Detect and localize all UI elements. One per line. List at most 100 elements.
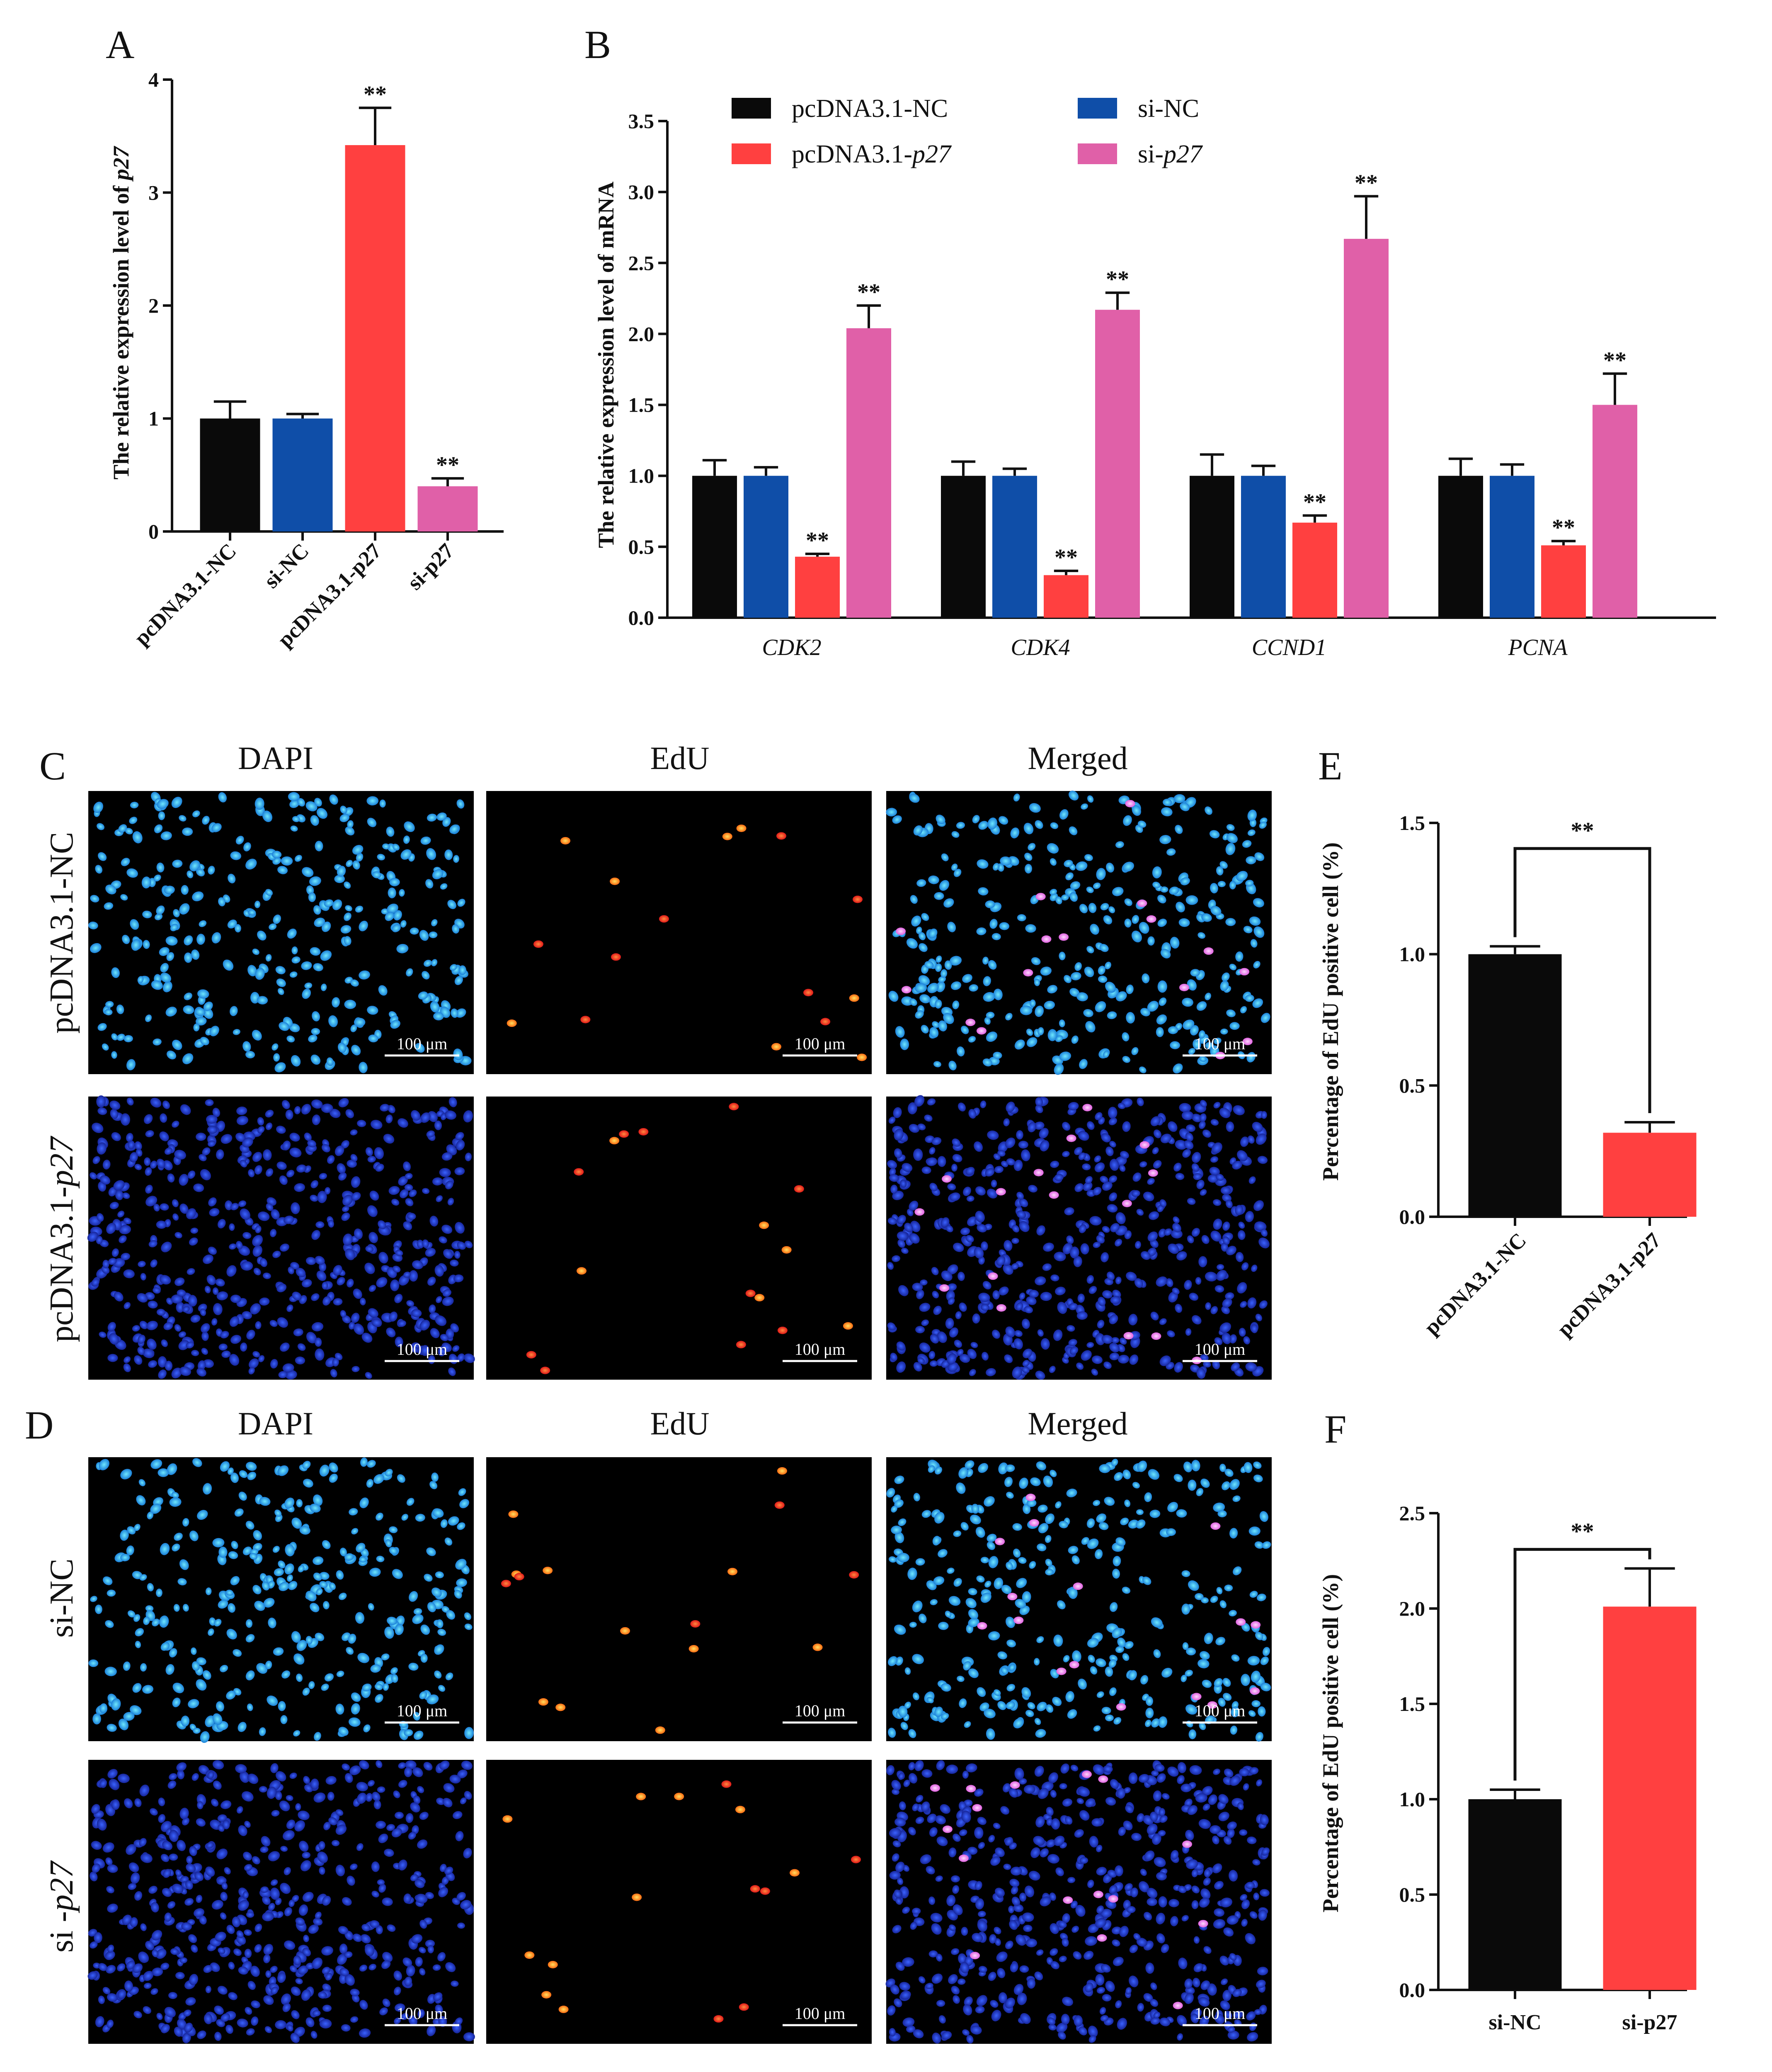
- nucleus: [1123, 815, 1132, 826]
- nucleus: [1066, 1488, 1077, 1497]
- nucleus: [1025, 1710, 1034, 1717]
- chart-e-significance-bracket: [1513, 847, 1651, 1113]
- nucleus: [419, 1968, 426, 1976]
- nucleus: [353, 1323, 364, 1335]
- nucleus: [1154, 1857, 1166, 1867]
- nucleus: [404, 1766, 412, 1777]
- nucleus: [1094, 1155, 1101, 1162]
- nucleus: [1057, 1600, 1066, 1609]
- nucleus: [344, 912, 351, 921]
- nucleus: [158, 1814, 166, 1823]
- nucleus: [1164, 1228, 1172, 1236]
- nucleus: [303, 1776, 310, 1784]
- nucleus: [425, 879, 434, 889]
- nucleus: [970, 2025, 982, 2035]
- nucleus: [1192, 1977, 1200, 1987]
- nucleus: [427, 1276, 436, 1286]
- nucleus: [1181, 1674, 1187, 1682]
- nucleus: [999, 1286, 1009, 1296]
- nucleus: [302, 988, 311, 999]
- nucleus: [1108, 1117, 1117, 1126]
- edu-positive-nucleus: [857, 1053, 867, 1061]
- nucleus: [262, 1896, 271, 1905]
- nucleus: [194, 1007, 206, 1017]
- nucleus: [1150, 1999, 1159, 2007]
- edu-positive-nucleus: [771, 1043, 781, 1051]
- nucleus: [229, 1354, 240, 1366]
- nucleus: [257, 996, 268, 1004]
- nucleus: [124, 1798, 133, 1808]
- nucleus: [1001, 1667, 1008, 1675]
- nucleus: [1108, 1175, 1117, 1183]
- nucleus: [419, 930, 429, 941]
- nucleus: [347, 1160, 357, 1168]
- edu-positive-nucleus: [1108, 1895, 1118, 1903]
- nucleus: [377, 1879, 385, 1885]
- nucleus: [400, 2013, 409, 2020]
- nucleus: [427, 813, 437, 822]
- nucleus: [368, 1232, 378, 1243]
- nucleus: [173, 1604, 180, 1612]
- nucleus: [1152, 866, 1162, 878]
- nucleus: [1253, 1892, 1260, 1900]
- nucleus: [1054, 1835, 1065, 1846]
- nucleus: [956, 822, 965, 829]
- nucleus: [1033, 1836, 1045, 1846]
- nucleus: [284, 1216, 294, 1224]
- nucleus: [995, 1847, 1005, 1857]
- nucleus: [439, 1236, 447, 1244]
- nucleus: [1093, 1764, 1105, 1775]
- edu-positive-nucleus: [502, 1815, 513, 1823]
- nucleus: [1200, 1888, 1211, 1900]
- nucleus: [322, 1601, 330, 1610]
- nucleus: [280, 1342, 290, 1352]
- nucleus: [345, 1109, 354, 1118]
- nucleus: [335, 1825, 347, 1835]
- nucleus: [974, 1827, 984, 1839]
- nucleus: [1232, 1160, 1242, 1170]
- nucleus: [913, 1362, 922, 1372]
- nucleus: [1005, 1941, 1013, 1949]
- edu-positive-nucleus: [735, 1805, 745, 1813]
- nucleus: [903, 1779, 910, 1787]
- nucleus: [1188, 1580, 1199, 1591]
- nucleus: [1152, 1147, 1159, 1155]
- nucleus: [965, 1167, 975, 1175]
- nucleus: [963, 1186, 971, 1196]
- nucleus: [1078, 1679, 1087, 1690]
- nucleus: [90, 1941, 98, 1949]
- nucleus: [1115, 1537, 1126, 1546]
- nucleus: [924, 961, 934, 969]
- nucleus: [935, 1875, 943, 1882]
- nucleus: [457, 1241, 466, 1250]
- nucleus: [1013, 1984, 1024, 1995]
- nucleus: [208, 1628, 214, 1636]
- d-row1-edu-image: 100 μm: [486, 1760, 872, 2044]
- column-title-edu: EdU: [650, 740, 710, 776]
- nucleus: [291, 1202, 300, 1214]
- nucleus: [277, 866, 288, 874]
- chart-f-xlabel-0: si-NC: [1488, 2011, 1541, 2034]
- nucleus: [1245, 995, 1254, 1002]
- nucleus: [1177, 1762, 1186, 1774]
- nucleus: [291, 1986, 301, 1996]
- nucleus: [1256, 1133, 1267, 1145]
- nucleus: [368, 1308, 378, 1318]
- nucleus: [1173, 1162, 1182, 1172]
- edu-positive-nucleus: [739, 2003, 749, 2011]
- nucleus: [1137, 2003, 1144, 2012]
- nucleus: [977, 1687, 986, 1697]
- chart-b-ytick-label-0: 0.0: [628, 606, 655, 629]
- nucleus: [221, 1134, 233, 1144]
- nucleus: [890, 1984, 899, 1995]
- nucleus: [996, 1256, 1006, 1266]
- nucleus: [216, 1701, 224, 1712]
- nucleus: [1202, 1679, 1212, 1688]
- nucleus: [1079, 1059, 1088, 1069]
- nucleus: [298, 1565, 305, 1572]
- nucleus: [201, 1348, 208, 1355]
- d-row1-merged-image-nuclei: [885, 1760, 1270, 2044]
- nucleus: [1199, 1897, 1210, 1908]
- nucleus: [1013, 1718, 1024, 1729]
- nucleus: [1050, 858, 1057, 866]
